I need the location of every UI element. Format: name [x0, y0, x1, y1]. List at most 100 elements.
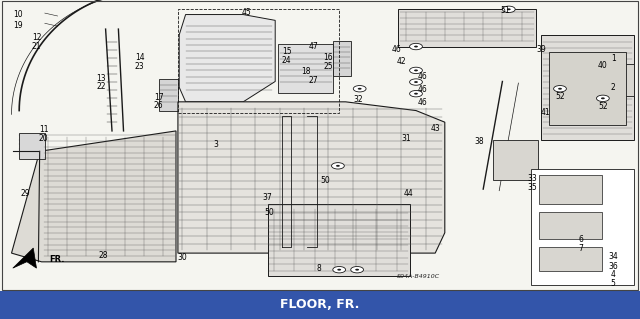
Text: 36: 36 — [608, 262, 618, 271]
Text: 31: 31 — [401, 134, 412, 143]
FancyBboxPatch shape — [531, 169, 634, 285]
Polygon shape — [398, 9, 536, 47]
Polygon shape — [539, 212, 602, 239]
Text: 46: 46 — [417, 72, 428, 81]
Text: 43: 43 — [430, 124, 440, 133]
Polygon shape — [588, 64, 634, 96]
Text: 21: 21 — [32, 42, 41, 51]
Polygon shape — [539, 247, 602, 271]
Text: 19: 19 — [13, 21, 23, 30]
Circle shape — [414, 81, 418, 83]
Text: S04A-B4910C: S04A-B4910C — [397, 274, 440, 279]
Circle shape — [414, 93, 418, 95]
Text: 39: 39 — [536, 45, 546, 54]
Text: 48: 48 — [333, 291, 343, 300]
Polygon shape — [13, 248, 36, 268]
Circle shape — [507, 8, 511, 10]
Circle shape — [596, 95, 609, 101]
Polygon shape — [539, 174, 602, 204]
Text: 27: 27 — [308, 76, 319, 85]
Text: 37: 37 — [262, 193, 273, 202]
Text: 49: 49 — [294, 291, 305, 300]
Text: 17: 17 — [154, 93, 164, 102]
Circle shape — [558, 88, 562, 90]
Circle shape — [601, 97, 605, 99]
Text: 20: 20 — [38, 134, 49, 143]
Circle shape — [502, 6, 515, 12]
Text: 52: 52 — [598, 102, 608, 111]
Circle shape — [337, 269, 341, 271]
Polygon shape — [541, 35, 634, 140]
Text: 7: 7 — [579, 244, 584, 253]
Text: 41: 41 — [540, 108, 550, 117]
Text: 6: 6 — [579, 235, 584, 244]
Text: 32: 32 — [353, 95, 364, 104]
Text: 12: 12 — [32, 33, 41, 42]
Text: 50: 50 — [320, 176, 330, 185]
Text: 25: 25 — [323, 62, 333, 70]
Text: 10: 10 — [13, 10, 23, 19]
Text: 28: 28 — [99, 251, 108, 260]
Text: 44: 44 — [403, 189, 413, 198]
Circle shape — [414, 70, 418, 71]
Circle shape — [554, 85, 566, 92]
Text: 13: 13 — [96, 74, 106, 83]
Text: 9: 9 — [375, 291, 380, 300]
Circle shape — [410, 43, 422, 50]
Circle shape — [410, 91, 422, 97]
Text: 1: 1 — [611, 54, 616, 63]
Text: 51: 51 — [500, 6, 511, 15]
Polygon shape — [278, 44, 333, 93]
Text: 46: 46 — [417, 98, 428, 107]
Text: 5: 5 — [611, 279, 616, 288]
Text: 35: 35 — [527, 183, 538, 192]
Circle shape — [336, 165, 340, 167]
Polygon shape — [333, 41, 351, 76]
Text: 14: 14 — [134, 53, 145, 62]
Text: 8: 8 — [316, 264, 321, 273]
Polygon shape — [549, 52, 626, 125]
Polygon shape — [159, 78, 178, 111]
Text: 24: 24 — [282, 56, 292, 65]
FancyBboxPatch shape — [0, 291, 640, 319]
Text: 3: 3 — [214, 140, 219, 149]
Text: 30: 30 — [177, 253, 188, 262]
Polygon shape — [179, 15, 275, 102]
Circle shape — [332, 163, 344, 169]
Circle shape — [351, 266, 364, 273]
Polygon shape — [493, 140, 538, 180]
Circle shape — [410, 79, 422, 85]
Text: 16: 16 — [323, 53, 333, 62]
Text: 2: 2 — [611, 83, 616, 92]
Text: 45: 45 — [241, 8, 252, 17]
Circle shape — [358, 88, 362, 90]
Text: 29: 29 — [20, 189, 31, 198]
Polygon shape — [19, 133, 45, 159]
Text: 33: 33 — [527, 174, 538, 183]
Text: 26: 26 — [154, 101, 164, 110]
Text: 40: 40 — [598, 61, 608, 70]
Text: 47: 47 — [308, 42, 319, 51]
Text: 52: 52 — [555, 92, 565, 101]
Circle shape — [355, 269, 359, 271]
Text: 38: 38 — [474, 137, 484, 146]
Text: 50: 50 — [264, 208, 274, 217]
Text: 34: 34 — [608, 252, 618, 261]
Text: 11: 11 — [39, 125, 48, 134]
Text: FR.: FR. — [49, 255, 65, 264]
Text: 18: 18 — [301, 67, 310, 76]
Circle shape — [333, 266, 346, 273]
Polygon shape — [12, 131, 176, 262]
Text: FLOOR, FR.: FLOOR, FR. — [280, 299, 360, 311]
Text: 15: 15 — [282, 47, 292, 56]
Circle shape — [410, 67, 422, 74]
Text: 4: 4 — [611, 270, 616, 279]
Polygon shape — [178, 102, 445, 253]
Polygon shape — [268, 204, 410, 276]
Text: 23: 23 — [134, 62, 145, 70]
Text: 42: 42 — [397, 57, 407, 66]
Circle shape — [353, 85, 366, 92]
Text: 22: 22 — [97, 82, 106, 91]
Circle shape — [414, 46, 418, 48]
Text: 46: 46 — [392, 45, 402, 54]
